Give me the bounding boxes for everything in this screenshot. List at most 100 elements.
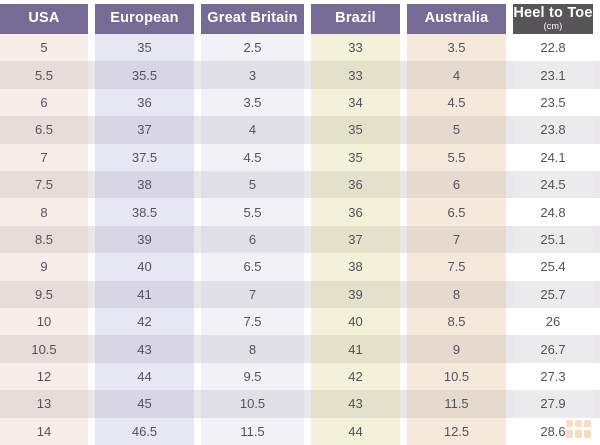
- table-cell-australia: 5.5: [407, 143, 506, 172]
- table-cell-usa: 5.5: [0, 61, 88, 89]
- table-cell-heel_to_toe: 28.6: [513, 417, 593, 445]
- table-row: 13 45 10.5 43 11.5 27.9: [0, 390, 600, 418]
- table-cell-heel_to_toe: 26: [513, 308, 593, 336]
- table-cell-australia: 8: [407, 280, 506, 309]
- table-cell-brazil: 42: [311, 362, 400, 391]
- table-cell-heel_to_toe: 24.8: [513, 198, 593, 226]
- table-cell-european: 37.5: [95, 143, 194, 172]
- table-cell-european: 42: [95, 308, 194, 336]
- table-cell-heel_to_toe: 22.8: [513, 34, 593, 62]
- table-cell-european: 38.5: [95, 198, 194, 226]
- table-cell-european: 43: [95, 335, 194, 363]
- table-cell-european: 36: [95, 88, 194, 117]
- table-cell-heel_to_toe: 25.7: [513, 280, 593, 309]
- column-header-label: Great Britain: [207, 10, 298, 27]
- table-cell-great_britain: 10.5: [201, 390, 304, 418]
- table-cell-great_britain: 5.5: [201, 198, 304, 226]
- table-cell-brazil: 40: [311, 308, 400, 336]
- table-cell-heel_to_toe: 27.9: [513, 390, 593, 418]
- table-row: 7.5 38 5 36 6 24.5: [0, 171, 600, 199]
- table-cell-brazil: 43: [311, 390, 400, 418]
- table-cell-european: 44: [95, 362, 194, 391]
- table-row: 5 35 2.5 33 3.5 22.8: [0, 34, 600, 62]
- table-cell-heel_to_toe: 23.8: [513, 116, 593, 144]
- table-cell-brazil: 35: [311, 116, 400, 144]
- table-cell-european: 37: [95, 116, 194, 144]
- table-row: 10 42 7.5 40 8.5 26: [0, 308, 600, 336]
- column-header-brazil: Brazil: [311, 4, 400, 34]
- table-cell-usa: 7: [0, 143, 88, 172]
- table-cell-australia: 10.5: [407, 362, 506, 391]
- table-row: 10.5 43 8 41 9 26.7: [0, 335, 600, 363]
- table-row: 6 36 3.5 34 4.5 23.5: [0, 88, 600, 117]
- table-row: 9 40 6.5 38 7.5 25.4: [0, 253, 600, 281]
- table-cell-usa: 9: [0, 253, 88, 281]
- table-cell-brazil: 37: [311, 225, 400, 254]
- table-cell-brazil: 34: [311, 88, 400, 117]
- table-body: 5 35 2.5 33 3.5 22.8 5.5 35.5 3 33 4 23.1 6 36 3.5 34 4.…: [0, 34, 600, 445]
- table-cell-australia: 5: [407, 116, 506, 144]
- column-header-label: European: [110, 10, 179, 27]
- table-cell-european: 45: [95, 390, 194, 418]
- table-cell-heel_to_toe: 27.3: [513, 362, 593, 391]
- table-cell-usa: 12: [0, 362, 88, 391]
- table-row: 14 46.5 11.5 44 12.5 28.6: [0, 417, 600, 445]
- table-row: 6.5 37 4 35 5 23.8: [0, 116, 600, 144]
- table-cell-european: 35: [95, 34, 194, 62]
- table-cell-australia: 4.5: [407, 88, 506, 117]
- table-cell-usa: 14: [0, 417, 88, 445]
- table-cell-great_britain: 2.5: [201, 34, 304, 62]
- table-cell-brazil: 44: [311, 417, 400, 445]
- column-header-great-britain: Great Britain: [201, 4, 304, 34]
- table-cell-heel_to_toe: 24.5: [513, 171, 593, 199]
- table-row: 8.5 39 6 37 7 25.1: [0, 225, 600, 254]
- column-header-australia: Australia: [407, 4, 506, 34]
- table-cell-australia: 7.5: [407, 253, 506, 281]
- table-cell-brazil: 38: [311, 253, 400, 281]
- table-cell-australia: 6.5: [407, 198, 506, 226]
- table-cell-european: 38: [95, 171, 194, 199]
- table-cell-great_britain: 11.5: [201, 417, 304, 445]
- table-cell-heel_to_toe: 26.7: [513, 335, 593, 363]
- table-cell-australia: 9: [407, 335, 506, 363]
- table-cell-usa: 6: [0, 88, 88, 117]
- table-cell-great_britain: 3: [201, 61, 304, 89]
- table-cell-brazil: 41: [311, 335, 400, 363]
- table-cell-european: 41: [95, 280, 194, 309]
- table-cell-great_britain: 7: [201, 280, 304, 309]
- table-cell-australia: 11.5: [407, 390, 506, 418]
- table-row: 7 37.5 4.5 35 5.5 24.1: [0, 143, 600, 172]
- column-header-heel-to-toe: Heel to Toe (cm): [513, 4, 593, 34]
- table-cell-heel_to_toe: 25.1: [513, 225, 593, 254]
- table-cell-usa: 13: [0, 390, 88, 418]
- table-cell-brazil: 39: [311, 280, 400, 309]
- table-cell-australia: 8.5: [407, 308, 506, 336]
- table-cell-great_britain: 8: [201, 335, 304, 363]
- table-cell-heel_to_toe: 23.1: [513, 61, 593, 89]
- column-header-label: USA: [28, 10, 60, 27]
- table-cell-australia: 3.5: [407, 34, 506, 62]
- table-cell-great_britain: 6.5: [201, 253, 304, 281]
- table-cell-brazil: 35: [311, 143, 400, 172]
- table-cell-australia: 7: [407, 225, 506, 254]
- table-cell-european: 46.5: [95, 417, 194, 445]
- table-cell-brazil: 33: [311, 34, 400, 62]
- table-cell-australia: 4: [407, 61, 506, 89]
- table-cell-great_britain: 3.5: [201, 88, 304, 117]
- table-cell-brazil: 36: [311, 171, 400, 199]
- table-cell-heel_to_toe: 25.4: [513, 253, 593, 281]
- table-cell-european: 40: [95, 253, 194, 281]
- column-header-unit-label: (cm): [543, 21, 563, 32]
- table-cell-usa: 6.5: [0, 116, 88, 144]
- column-header-label: Heel to Toe: [513, 5, 593, 22]
- table-cell-australia: 12.5: [407, 417, 506, 445]
- table-cell-great_britain: 7.5: [201, 308, 304, 336]
- table-cell-great_britain: 4: [201, 116, 304, 144]
- table-cell-great_britain: 6: [201, 225, 304, 254]
- table-cell-brazil: 36: [311, 198, 400, 226]
- table-cell-heel_to_toe: 24.1: [513, 143, 593, 172]
- table-cell-usa: 10.5: [0, 335, 88, 363]
- column-header-european: European: [95, 4, 194, 34]
- table-cell-australia: 6: [407, 171, 506, 199]
